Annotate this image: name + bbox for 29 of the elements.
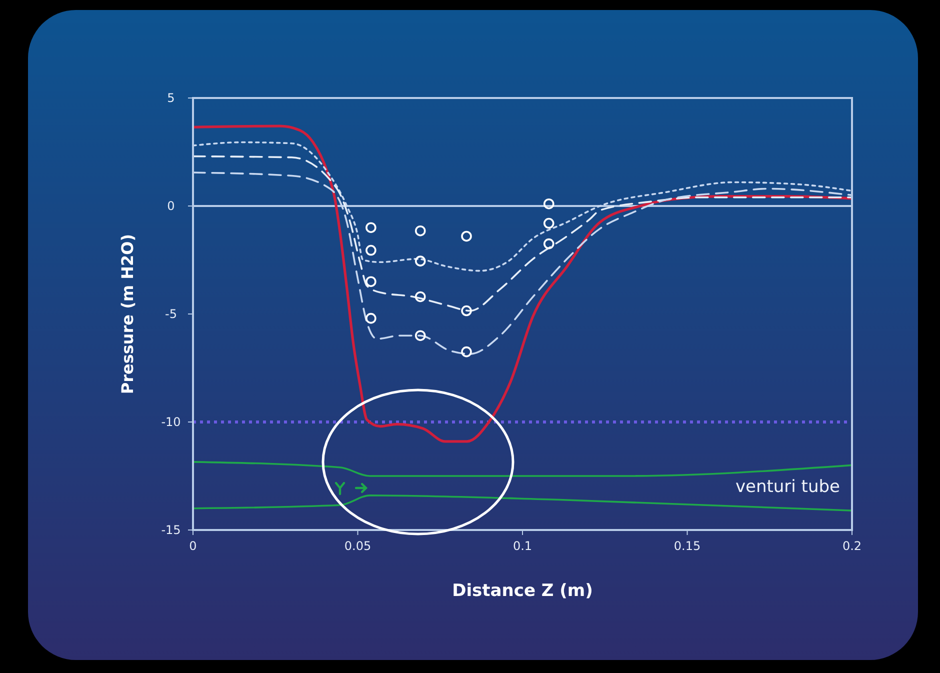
x-tick-label: 0.15 [674, 539, 701, 553]
line-series [193, 461, 852, 477]
x-tick-label: 0.2 [842, 539, 862, 553]
y-tick-label: -15 [161, 523, 181, 537]
point [461, 230, 472, 242]
point [461, 305, 472, 316]
y-tick-label: 0 [167, 199, 175, 213]
point [414, 330, 426, 341]
x-tick-label: 0 [189, 539, 197, 553]
x-axis-title: Distance Z (m) [452, 581, 593, 601]
y-tick-label: -10 [161, 415, 181, 429]
point [366, 244, 376, 256]
annotation: venturi tube [735, 477, 840, 497]
x-tick-label: 0.1 [512, 539, 532, 553]
point [543, 238, 554, 250]
point [461, 346, 472, 358]
y-tick-label: 5 [167, 91, 175, 105]
point [366, 312, 376, 324]
point [414, 291, 426, 302]
y-axis-title: Pressure (m H2O) [118, 234, 137, 394]
x-tick-label: 0.05 [344, 539, 372, 553]
point [414, 225, 426, 236]
point [543, 218, 554, 229]
point [543, 198, 554, 210]
point [366, 222, 376, 233]
line-series [193, 494, 852, 512]
point [414, 256, 426, 266]
point [366, 276, 376, 287]
y-tick-label: -5 [165, 307, 177, 321]
